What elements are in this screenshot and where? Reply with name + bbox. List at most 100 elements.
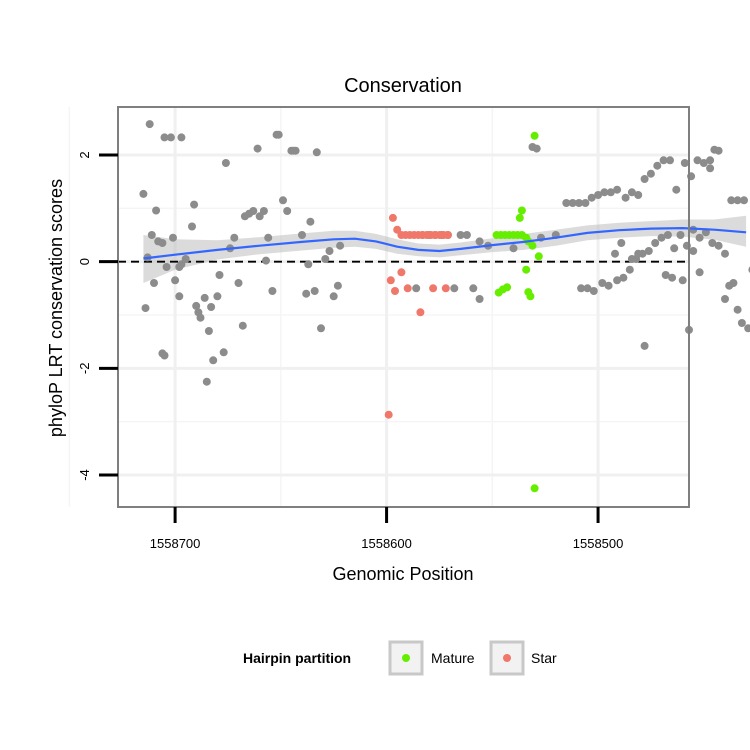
point-other <box>171 276 180 285</box>
point-other <box>177 133 186 142</box>
point-other <box>644 247 653 255</box>
point-other <box>634 191 643 199</box>
point-other <box>253 144 262 153</box>
point-other <box>147 231 156 239</box>
point-star <box>384 410 393 419</box>
x-axis-title: Genomic Position <box>332 564 473 584</box>
point-other <box>727 196 736 205</box>
point-other <box>613 185 622 194</box>
point-star <box>397 268 406 277</box>
point-mature <box>534 252 543 261</box>
legend-label-mature: Mature <box>431 650 475 666</box>
y-tick-label: -2 <box>77 363 92 375</box>
point-other <box>192 301 201 310</box>
point-mature <box>530 131 539 140</box>
point-other <box>317 324 325 333</box>
y-tick-label: 2 <box>77 151 92 158</box>
point-other <box>475 237 484 246</box>
plot-border <box>117 106 690 508</box>
point-other <box>181 255 190 263</box>
x-tick-label: 1558700 <box>150 536 201 551</box>
legend-marker-mature <box>402 654 410 662</box>
point-other <box>721 249 729 258</box>
point-other <box>475 295 484 303</box>
point-other <box>668 273 677 282</box>
legend-marker-star <box>503 654 511 662</box>
point-other <box>283 207 292 215</box>
point-mature <box>526 292 535 301</box>
point-other <box>207 303 216 311</box>
legend-title: Hairpin partition <box>243 650 351 666</box>
point-other <box>329 292 338 301</box>
point-other <box>219 348 228 357</box>
point-other <box>150 279 158 287</box>
point-other <box>693 156 702 165</box>
legend-label-star: Star <box>531 650 557 666</box>
point-other <box>634 249 643 258</box>
smooth-line <box>143 226 747 260</box>
point-other <box>676 231 685 239</box>
point-star <box>429 284 438 293</box>
point-other <box>302 289 311 298</box>
point-other <box>234 279 243 287</box>
point-other <box>646 169 655 178</box>
point-other <box>695 233 704 242</box>
point-mature <box>515 213 524 222</box>
point-other <box>204 327 213 335</box>
point-other <box>589 287 598 295</box>
point-other <box>274 130 283 139</box>
point-other <box>450 284 459 293</box>
point-other <box>733 196 742 205</box>
point-other <box>264 233 273 242</box>
point-other <box>145 120 154 129</box>
point-other <box>625 265 634 274</box>
point-other <box>663 231 672 239</box>
y-tick-label: 0 <box>77 258 92 265</box>
point-other <box>209 356 218 365</box>
point-mature <box>522 265 531 274</box>
point-other <box>456 231 465 239</box>
point-other <box>166 133 175 142</box>
point-other <box>606 188 615 197</box>
point-other <box>188 222 196 231</box>
point-other <box>139 189 148 198</box>
plot-panel <box>118 107 689 507</box>
point-other <box>611 249 619 258</box>
point-other <box>594 191 603 199</box>
point-other <box>587 193 596 202</box>
point-other <box>706 156 715 165</box>
point-other <box>152 206 161 215</box>
point-star <box>403 284 412 293</box>
point-other <box>737 319 746 327</box>
point-other <box>259 207 268 215</box>
point-other <box>666 156 674 165</box>
point-other <box>532 144 541 153</box>
x-tick-label: 1558500 <box>573 536 624 551</box>
point-star <box>441 284 450 293</box>
point-other <box>321 255 330 263</box>
point-other <box>733 305 742 314</box>
point-other <box>462 231 471 239</box>
point-other <box>141 304 150 313</box>
point-other <box>651 239 660 247</box>
point-other <box>619 273 628 282</box>
point-other <box>177 260 186 269</box>
point-other <box>304 260 313 269</box>
x-tick-label: 1558600 <box>361 536 412 551</box>
y-axis-title: phyloP LRT conservation scores <box>46 179 66 437</box>
point-star <box>386 276 395 285</box>
point-other <box>215 271 224 279</box>
point-other <box>262 256 270 265</box>
point-other <box>640 175 649 183</box>
point-other <box>678 276 687 285</box>
point-other <box>221 159 230 167</box>
point-other <box>583 284 592 293</box>
point-other <box>238 321 247 330</box>
point-other <box>657 233 666 242</box>
point-other <box>158 239 167 247</box>
point-mature <box>503 283 512 292</box>
point-other <box>562 199 571 207</box>
point-other <box>249 207 258 215</box>
point-star <box>388 213 397 222</box>
